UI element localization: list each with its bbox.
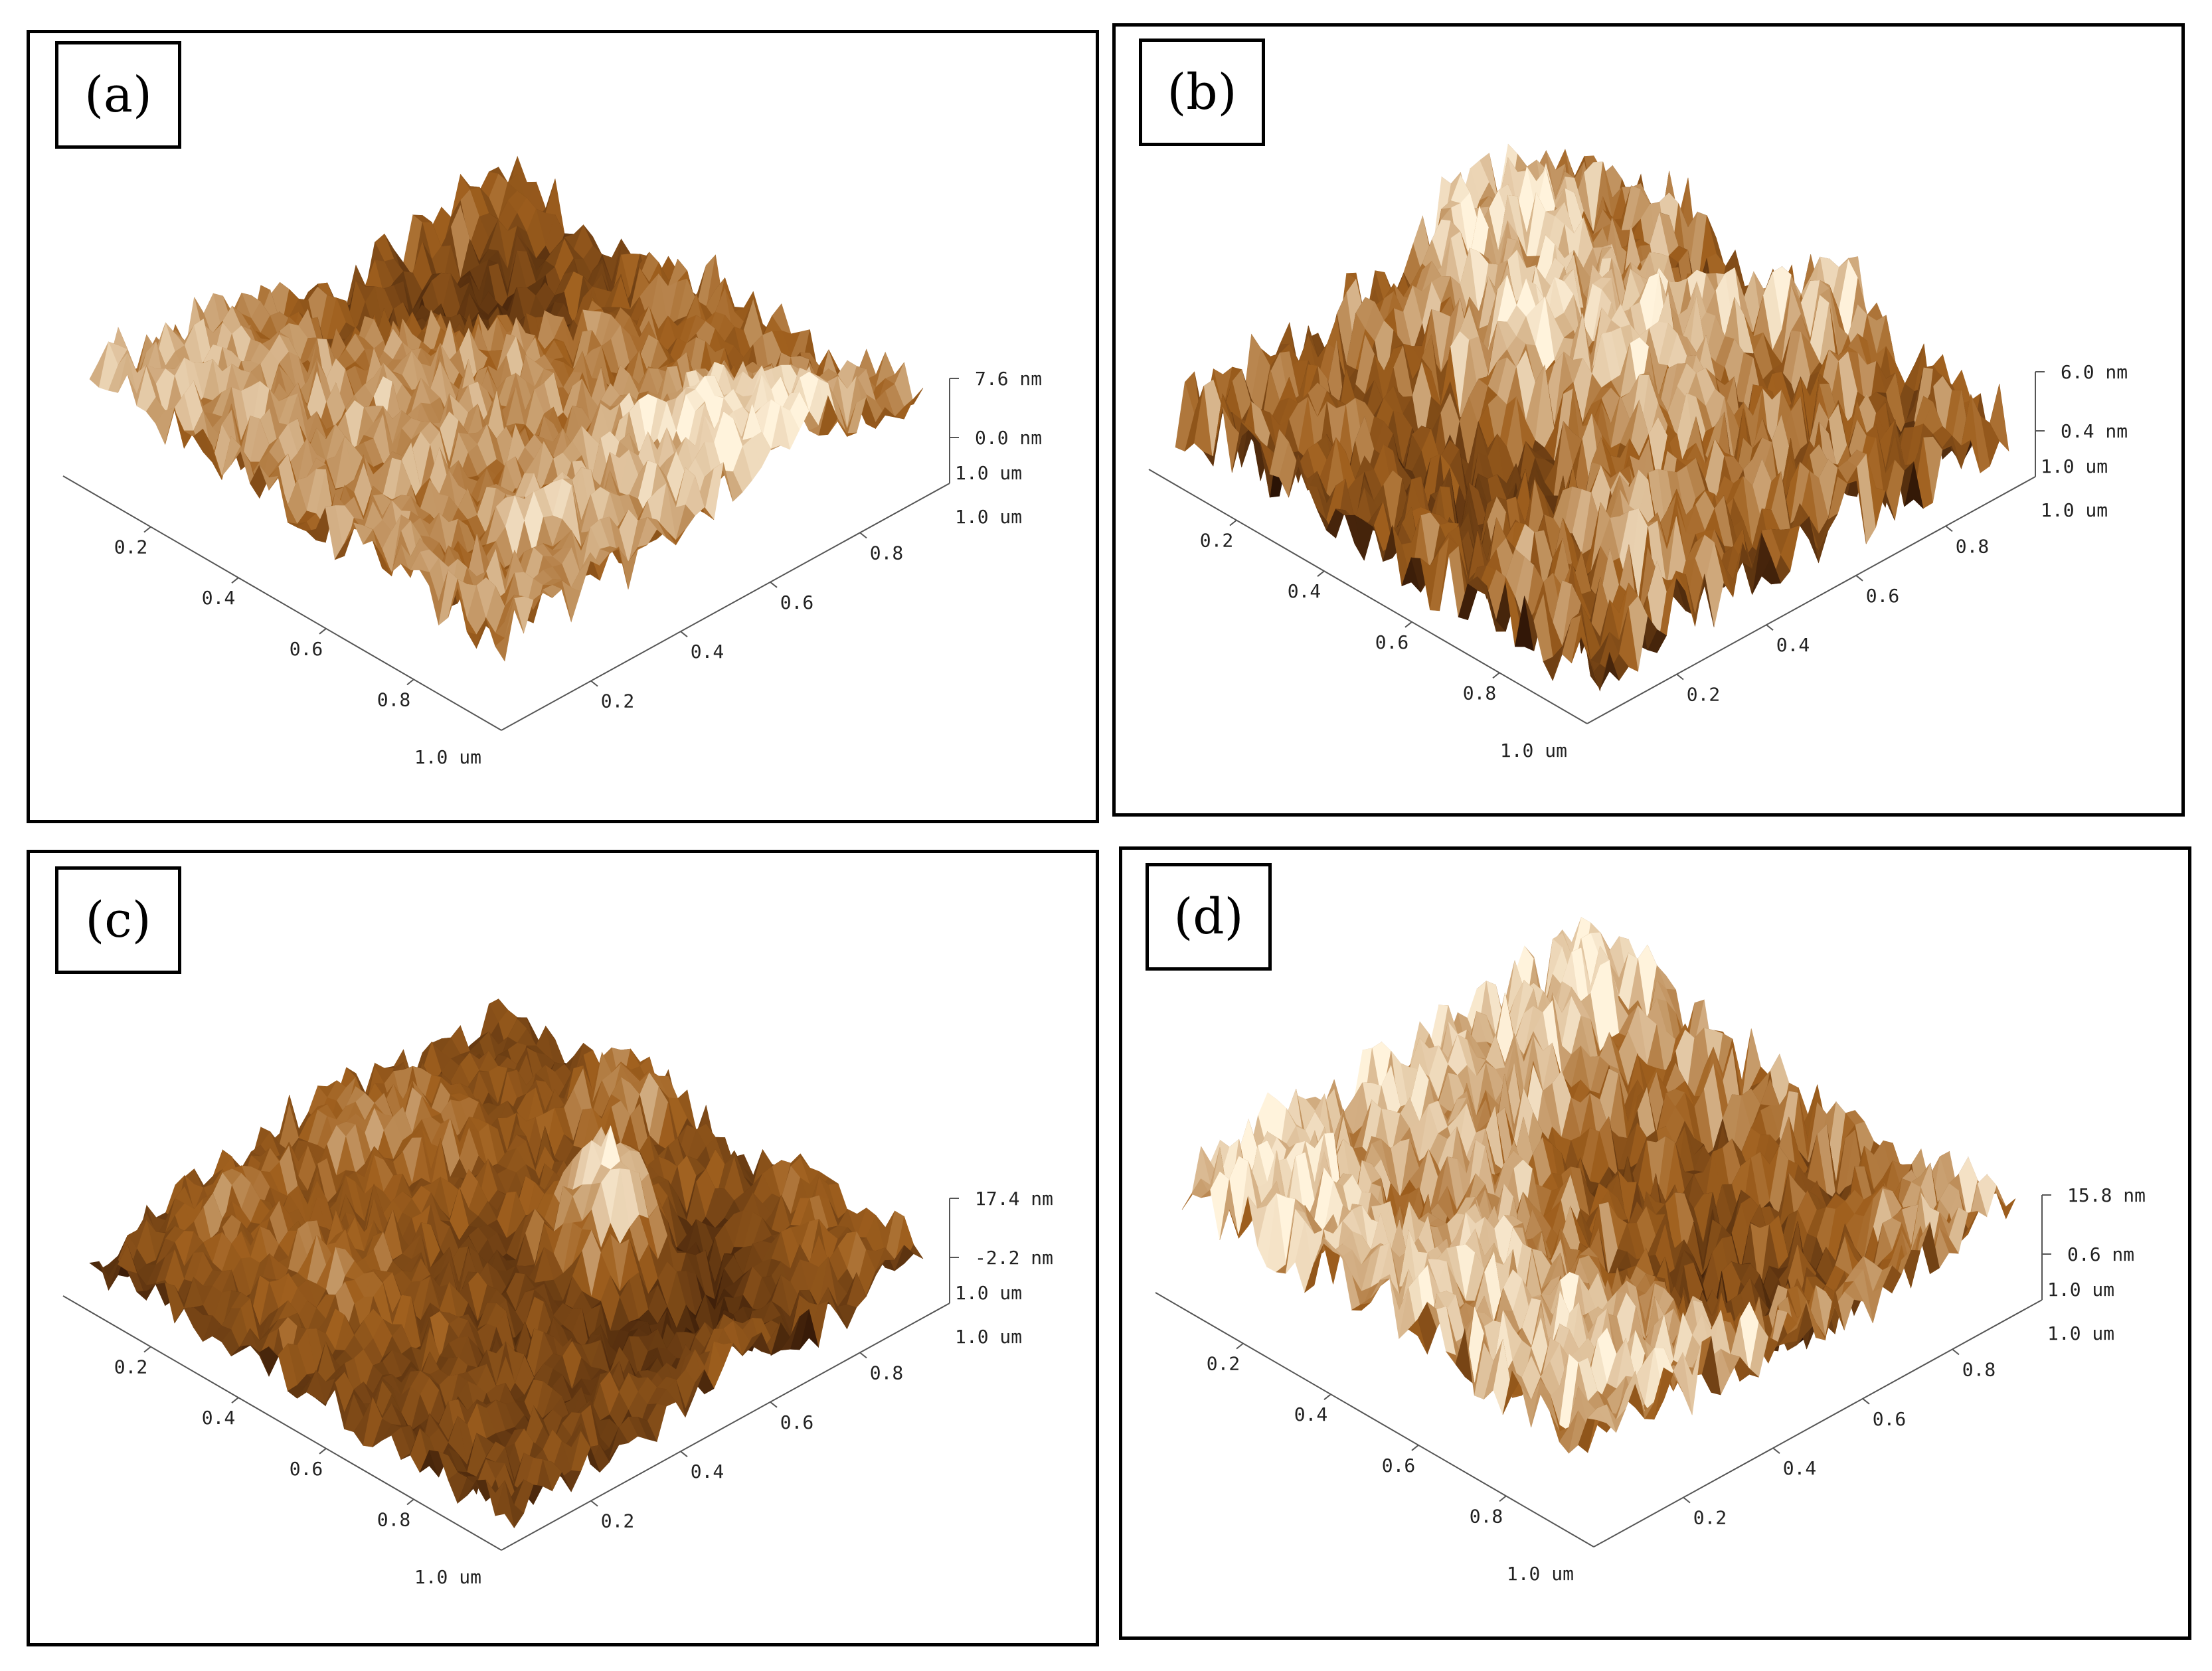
x-tick-label: 0.8 [377, 688, 411, 710]
y-axis-tick [590, 680, 598, 687]
y-axis-tick [1676, 673, 1684, 680]
y-axis-tick [680, 631, 688, 637]
afm-surface [1175, 143, 2009, 692]
z-top-label: 6.0 nm [2061, 361, 2128, 383]
x-axis-end-label: 1.0 um [1500, 740, 1567, 761]
afm-surface-plot-a: 7.6 nm 0.0 nm 1.0 um 1.0 um 1.0 um 0.2 0.4 0.6 0… [62, 155, 1042, 768]
z-mid-label: 0.4 nm [2061, 420, 2128, 442]
x-axis-tick [1229, 519, 1237, 526]
afm-panel-b: (b) 6.0 nm 0.4 nm 1.0 um 1.0 um 1.0 um 0.2 0.4… [1112, 23, 2185, 817]
panel-label-c: (c) [55, 866, 181, 974]
x-tick-label: 0.2 [114, 536, 148, 558]
y-tick-label: 0.4 [691, 641, 724, 663]
afm-panel-a: (a) 7.6 nm 0.0 nm 1.0 um 1.0 um 1.0 um 0.2 0.4… [27, 30, 1099, 823]
x-tick-label: 0.2 [1200, 530, 1234, 552]
x-tick-label: 0.4 [202, 587, 236, 609]
x-axis-tick [1404, 621, 1412, 628]
x-tick-label: 0.6 [1375, 631, 1409, 653]
afm-axes: 7.6 nm 0.0 nm 1.0 um 1.0 um 1.0 um 0.2 0.4 0.6 0… [62, 368, 1042, 768]
x-axis-tick [143, 526, 151, 533]
x-axis-tick [319, 628, 327, 635]
x-axis-tick [231, 577, 239, 584]
afm-axes: 6.0 nm 0.4 nm 1.0 um 1.0 um 1.0 um 0.2 0.4 0.6 0… [1148, 361, 2128, 761]
afm-surface [89, 155, 924, 662]
y-axis-tick [1855, 575, 1863, 582]
x-axis-tick [1492, 672, 1500, 679]
y-axis-tick [770, 582, 778, 588]
surface-facet [495, 609, 515, 662]
y-axis-end-label: 1.0 um [2041, 499, 2108, 521]
y-tick-label: 0.8 [1956, 535, 1990, 557]
z-base-label: 1.0 um [2041, 455, 2108, 477]
y-tick-label: 0.6 [1866, 585, 1900, 607]
y-tick-label: 0.6 [780, 592, 814, 613]
afm-surface [89, 998, 924, 1529]
y-tick-label: 0.8 [870, 542, 904, 564]
x-axis-line [1148, 469, 1588, 724]
x-tick-label: 0.8 [1463, 682, 1497, 704]
x-axis-line [62, 475, 502, 731]
y-tick-label: 0.2 [601, 690, 635, 712]
x-tick-label: 0.6 [290, 638, 323, 660]
x-axis-tick [406, 678, 414, 686]
x-axis-tick [1317, 570, 1325, 577]
y-axis-tick [1766, 624, 1774, 631]
surface-facet [1580, 637, 1600, 691]
y-tick-label: 0.2 [1687, 684, 1721, 706]
afm-surface-plot-c: 17.4 nm-2.2 nm1.0 um1.0 um1.0 um0.20.40.… [62, 998, 1053, 1588]
x-tick-label: 0.4 [1288, 580, 1321, 602]
x-axis-end-label: 1.0 um [414, 746, 481, 768]
z-top-label: 7.6 nm [975, 368, 1042, 390]
afm-panel-c: (c) 17.4 nm -2.2 nm 1.0 um 1.0 um 1.0 um 0.2 0… [27, 850, 1099, 1646]
y-tick-label: 0.4 [1776, 634, 1810, 656]
z-base-label: 1.0 um [955, 462, 1022, 484]
y-axis-end-label: 1.0 um [955, 506, 1022, 528]
panel-label-a: (a) [55, 41, 181, 149]
panel-label-b: (b) [1139, 39, 1265, 146]
afm-surface-plot-b: 6.0 nm 0.4 nm 1.0 um 1.0 um 1.0 um 0.2 0.4 0.6 0… [1148, 143, 2128, 761]
y-axis-tick [859, 532, 867, 539]
y-axis-line [1586, 476, 2036, 724]
y-axis-line [501, 483, 950, 731]
z-mid-label: 0.0 nm [975, 427, 1042, 449]
surface-facet [1600, 651, 1620, 689]
y-axis-tick [1945, 525, 1953, 532]
